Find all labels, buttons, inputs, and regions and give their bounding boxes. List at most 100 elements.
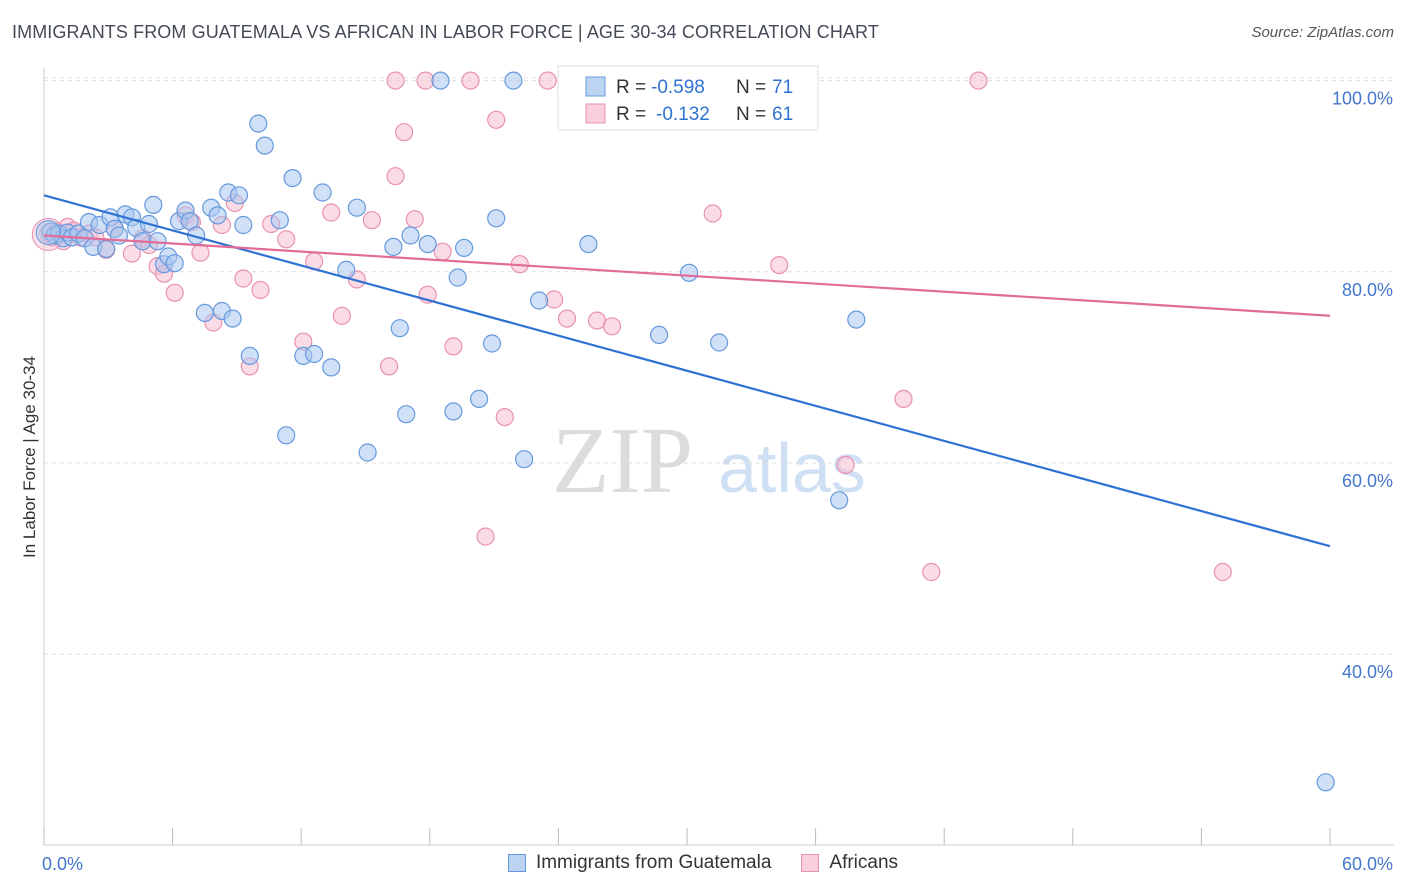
africans-point-52 bbox=[770, 256, 789, 275]
source-label: Source: ZipAtlas.com bbox=[1251, 24, 1394, 41]
africans-point-35 bbox=[386, 167, 405, 186]
guatemala-point-61 bbox=[514, 450, 534, 469]
x-ticks bbox=[43, 828, 1331, 845]
guatemala-point-64 bbox=[649, 325, 669, 344]
africans-point-54 bbox=[836, 455, 855, 474]
y-tick-label-40: 40.0% bbox=[1342, 662, 1393, 682]
guatemala-point-45 bbox=[313, 183, 332, 202]
africans-point-51 bbox=[703, 204, 722, 223]
africans-point-23 bbox=[234, 269, 253, 288]
africans-point-58 bbox=[1213, 562, 1232, 582]
guatemala-point-55 bbox=[444, 402, 463, 421]
africans-point-33 bbox=[362, 211, 381, 230]
axes bbox=[43, 68, 1394, 846]
africans-point-36 bbox=[395, 123, 414, 142]
africans-point-27 bbox=[277, 230, 296, 249]
guatemala-point-71 bbox=[504, 71, 523, 90]
guatemala-point-11 bbox=[97, 239, 116, 258]
africans-trend-line bbox=[43, 234, 1331, 317]
guatemala-point-51 bbox=[390, 319, 409, 338]
guatemala-point-53 bbox=[401, 226, 420, 245]
stats-r-value-pink: -0.132 bbox=[656, 104, 710, 125]
y-tick-labels: 40.0% 60.0% 80.0% 100.0% bbox=[1332, 89, 1393, 683]
guatemala-point-40 bbox=[270, 211, 289, 230]
guatemala-point-63 bbox=[579, 235, 598, 254]
stats-legend: R = -0.598 N = 71 R = -0.132 N = 61 bbox=[557, 65, 819, 131]
africans-point-59 bbox=[386, 71, 405, 90]
series-legend: Immigrants from Guatemala Africans bbox=[0, 852, 1406, 874]
guatemala-point-49 bbox=[358, 443, 377, 462]
chart-title: IMMIGRANTS FROM GUATEMALA VS AFRICAN IN … bbox=[12, 22, 879, 42]
legend-item-africans[interactable]: Africans bbox=[801, 852, 898, 874]
africans-point-31 bbox=[332, 306, 351, 325]
guatemala-point-44 bbox=[305, 344, 324, 364]
guatemala-point-59 bbox=[482, 334, 502, 353]
guatemala-point-56 bbox=[448, 268, 467, 287]
guatemala-point-57 bbox=[455, 238, 474, 257]
stats-n-value-blue: 71 bbox=[772, 77, 793, 98]
stats-swatch-pink bbox=[585, 103, 606, 124]
africans-point-11 bbox=[122, 244, 141, 263]
africans-point-30 bbox=[322, 203, 341, 222]
guatemala-trend-line bbox=[43, 194, 1331, 548]
guatemala-point-68 bbox=[847, 310, 866, 329]
stats-n-label-blue: N = bbox=[736, 77, 766, 98]
guatemala-point-20 bbox=[144, 195, 163, 214]
africans-point-44 bbox=[495, 408, 514, 427]
africans-point-39 bbox=[433, 242, 452, 261]
watermark-zip: ZIP bbox=[552, 409, 693, 513]
guatemala-point-66 bbox=[709, 333, 729, 352]
guatemala-point-37 bbox=[240, 346, 259, 365]
guatemala-point-38 bbox=[249, 114, 268, 133]
guatemala-points bbox=[35, 71, 1335, 792]
africans-point-55 bbox=[894, 389, 913, 408]
africans-point-57 bbox=[969, 71, 988, 90]
legend-swatch-africans bbox=[801, 854, 820, 872]
guatemala-point-35 bbox=[229, 186, 249, 205]
africans-point-37 bbox=[405, 210, 424, 229]
guatemala-point-65 bbox=[679, 263, 699, 282]
africans-point-25 bbox=[251, 280, 270, 300]
guatemala-point-34 bbox=[223, 309, 242, 328]
y-axis-label: In Labor Force | Age 30-34 bbox=[20, 356, 39, 558]
guatemala-point-46 bbox=[322, 358, 341, 377]
africans-point-41 bbox=[461, 71, 480, 90]
stats-r-label-blue: R = bbox=[616, 77, 646, 98]
guatemala-point-54 bbox=[418, 235, 437, 254]
y-tick-label-100: 100.0% bbox=[1332, 89, 1393, 109]
guatemala-point-42 bbox=[283, 169, 302, 188]
trend-lines bbox=[43, 194, 1331, 548]
x-tick-label-max: 60.0% bbox=[1342, 854, 1393, 874]
x-tick-label-min: 0.0% bbox=[42, 854, 83, 874]
africans-point-16 bbox=[165, 283, 184, 302]
guatemala-point-60 bbox=[487, 209, 506, 228]
guatemala-point-31 bbox=[208, 206, 227, 225]
stats-r-value-blue: -0.598 bbox=[651, 77, 705, 98]
africans-point-42 bbox=[476, 527, 495, 546]
stats-n-label-pink: N = bbox=[736, 104, 766, 125]
guatemala-point-36 bbox=[234, 215, 253, 235]
africans-point-34 bbox=[380, 357, 399, 376]
legend-label-guatemala: Immigrants from Guatemala bbox=[535, 852, 772, 873]
guatemala-point-50 bbox=[384, 237, 403, 256]
africans-point-19 bbox=[191, 243, 210, 262]
guatemala-point-69 bbox=[1316, 773, 1335, 792]
stats-n-value-pink: 61 bbox=[772, 104, 793, 125]
guatemala-point-41 bbox=[277, 426, 296, 445]
guatemala-point-70 bbox=[431, 71, 450, 90]
africans-point-43 bbox=[487, 110, 506, 129]
africans-point-46 bbox=[538, 71, 557, 90]
guatemala-cluster bbox=[35, 220, 61, 246]
legend-item-guatemala[interactable]: Immigrants from Guatemala bbox=[507, 852, 772, 874]
stats-r-label-pink: R = bbox=[616, 104, 646, 125]
stats-swatch-blue bbox=[585, 76, 606, 97]
guatemala-point-48 bbox=[347, 198, 366, 217]
africans-point-48 bbox=[557, 309, 577, 328]
guatemala-point-24 bbox=[165, 254, 184, 273]
guatemala-point-52 bbox=[397, 405, 416, 424]
y-tick-label-80: 80.0% bbox=[1342, 280, 1393, 300]
guatemala-point-62 bbox=[529, 291, 549, 310]
guatemala-point-29 bbox=[195, 303, 214, 322]
legend-label-africans: Africans bbox=[829, 852, 899, 873]
